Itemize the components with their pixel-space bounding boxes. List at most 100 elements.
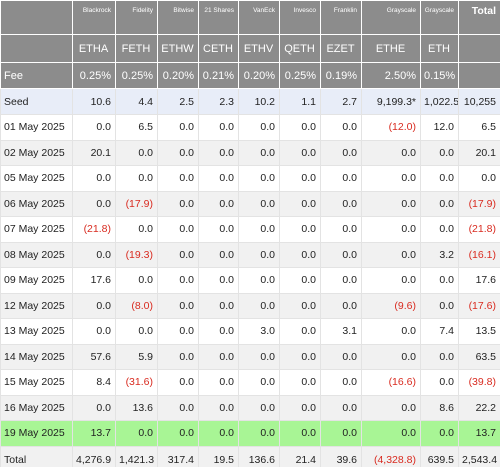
flow-value: 0.0 bbox=[238, 190, 280, 217]
fee: 0.20% bbox=[238, 62, 280, 89]
table-row: Total 4,276.9 1,421.3 317.4 19.5 136.6 21.4 39.… bbox=[0, 445, 500, 467]
flow-value: 0.0 bbox=[320, 343, 362, 370]
flow-value: (12.0) bbox=[361, 114, 421, 141]
table-row: 15 May 2025 8.4 (31.6) 0.0 0.0 0.0 0.0 0.0 (16.6… bbox=[0, 369, 500, 396]
flow-value: (4,328.8) bbox=[361, 445, 421, 467]
flow-value: 0.0 bbox=[458, 165, 500, 192]
flow-value: 0.0 bbox=[238, 216, 280, 243]
flow-value: 0.0 bbox=[198, 165, 239, 192]
flow-value: 6.5 bbox=[458, 114, 500, 141]
flow-value: 3.2 bbox=[420, 241, 459, 268]
row-label: 06 May 2025 bbox=[0, 190, 73, 217]
flow-value: 2.5 bbox=[157, 88, 199, 115]
flow-value: 0.0 bbox=[320, 420, 362, 447]
flow-value: 0.0 bbox=[420, 190, 459, 217]
flow-value: 0.0 bbox=[361, 165, 421, 192]
flow-value: 3.0 bbox=[238, 318, 280, 345]
fee: 0.25% bbox=[115, 62, 158, 89]
row-label: 01 May 2025 bbox=[0, 114, 73, 141]
flow-value: (39.8) bbox=[458, 369, 500, 396]
flow-value: 22.2 bbox=[458, 394, 500, 421]
flow-value: 0.0 bbox=[238, 369, 280, 396]
row-label: 08 May 2025 bbox=[0, 241, 73, 268]
table-row: ETHA FETH ETHW CETH ETHV QETH EZET ETHE ETH bbox=[0, 34, 500, 63]
flow-value: 0.0 bbox=[198, 267, 239, 294]
flow-value: 0.0 bbox=[279, 394, 321, 421]
flow-value: 0.0 bbox=[198, 241, 239, 268]
flow-value: 0.0 bbox=[238, 292, 280, 319]
flow-value: 0.0 bbox=[72, 394, 116, 421]
flow-value: 3.1 bbox=[320, 318, 362, 345]
row-label: 15 May 2025 bbox=[0, 369, 73, 396]
table-row: 05 May 2025 0.0 0.0 0.0 0.0 0.0 0.0 0.0 0.0 0.0 0.… bbox=[0, 165, 500, 192]
flow-value: 0.0 bbox=[198, 394, 239, 421]
flow-value: 0.0 bbox=[279, 241, 321, 268]
flow-value: 13.6 bbox=[115, 394, 158, 421]
flow-value: 0.0 bbox=[198, 369, 239, 396]
flow-value: (16.1) bbox=[458, 241, 500, 268]
flow-value: 0.0 bbox=[420, 267, 459, 294]
flow-value: 0.0 bbox=[157, 394, 199, 421]
flow-value: 1,022.5* bbox=[420, 88, 459, 115]
issuer-name: Grayscale bbox=[420, 0, 459, 35]
fee: 2.50% bbox=[361, 62, 421, 89]
table-row: 13 May 2025 0.0 0.0 0.0 0.0 3.0 0.0 3.1 0.0 7.4 13… bbox=[0, 318, 500, 345]
flow-value: (16.6) bbox=[361, 369, 421, 396]
flow-value: 0.0 bbox=[198, 190, 239, 217]
flow-value: 0.0 bbox=[361, 267, 421, 294]
flow-value: 4,276.9 bbox=[72, 445, 116, 467]
flow-value: 0.0 bbox=[115, 139, 158, 166]
flow-value: 0.0 bbox=[361, 420, 421, 447]
flow-value: (17.6) bbox=[458, 292, 500, 319]
flow-value: 0.0 bbox=[279, 190, 321, 217]
fee: 0.25% bbox=[279, 62, 321, 89]
flow-value: 317.4 bbox=[157, 445, 199, 467]
flow-value: 0.0 bbox=[238, 343, 280, 370]
flow-value: 10,255 bbox=[458, 88, 500, 115]
flow-value: 0.0 bbox=[420, 165, 459, 192]
ticker: EZET bbox=[320, 34, 362, 63]
row-label: 09 May 2025 bbox=[0, 267, 73, 294]
flow-value: 0.0 bbox=[198, 420, 239, 447]
issuer-name: Franklin bbox=[320, 0, 362, 35]
flow-value: 0.0 bbox=[361, 216, 421, 243]
flow-value: 8.6 bbox=[420, 394, 459, 421]
fee: 0.20% bbox=[157, 62, 199, 89]
flow-value: 0.0 bbox=[320, 369, 362, 396]
row-label: Seed bbox=[0, 88, 73, 115]
flow-value: 0.0 bbox=[361, 139, 421, 166]
flow-value: 0.0 bbox=[320, 139, 362, 166]
ticker: ETH bbox=[420, 34, 459, 63]
flow-value: 0.0 bbox=[420, 343, 459, 370]
header-cell bbox=[0, 0, 73, 35]
table-row: Seed 10.6 4.4 2.5 2.3 10.2 1.1 2.7 9,199.3* 1,022… bbox=[0, 88, 500, 115]
flow-value: 13.5 bbox=[458, 318, 500, 345]
flow-value: 0.0 bbox=[279, 165, 321, 192]
flow-value: (9.6) bbox=[361, 292, 421, 319]
flow-value: 0.0 bbox=[157, 267, 199, 294]
flow-value: 0.0 bbox=[361, 343, 421, 370]
table-row: 14 May 2025 57.6 5.9 0.0 0.0 0.0 0.0 0.0 0.0 0.0 6… bbox=[0, 343, 500, 370]
flow-value: 2.3 bbox=[198, 88, 239, 115]
table-row: 16 May 2025 0.0 13.6 0.0 0.0 0.0 0.0 0.0 0.0 8.6 2… bbox=[0, 394, 500, 421]
flow-value: 0.0 bbox=[320, 190, 362, 217]
flow-value: 10.2 bbox=[238, 88, 280, 115]
ticker: ETHA bbox=[72, 34, 116, 63]
flow-value: 0.0 bbox=[157, 241, 199, 268]
ticker: CETH bbox=[198, 34, 239, 63]
table-row: Fee 0.25% 0.25% 0.20% 0.21% 0.20% 0.25% 0.19% 2.… bbox=[0, 62, 500, 89]
row-label: 14 May 2025 bbox=[0, 343, 73, 370]
flow-value: 0.0 bbox=[420, 420, 459, 447]
ticker: ETHE bbox=[361, 34, 421, 63]
row-label: 05 May 2025 bbox=[0, 165, 73, 192]
flow-value: 0.0 bbox=[320, 394, 362, 421]
flow-value: 2.7 bbox=[320, 88, 362, 115]
flow-value: 0.0 bbox=[198, 292, 239, 319]
flow-value: 21.4 bbox=[279, 445, 321, 467]
row-label: Total bbox=[0, 445, 73, 467]
table-row: 09 May 2025 17.6 0.0 0.0 0.0 0.0 0.0 0.0 0.0 0.0 1… bbox=[0, 267, 500, 294]
flow-value: 0.0 bbox=[157, 114, 199, 141]
flow-value: (21.8) bbox=[458, 216, 500, 243]
table-row: 02 May 2025 20.1 0.0 0.0 0.0 0.0 0.0 0.0 0.0 0.0 2… bbox=[0, 139, 500, 166]
fee: 0.25% bbox=[72, 62, 116, 89]
